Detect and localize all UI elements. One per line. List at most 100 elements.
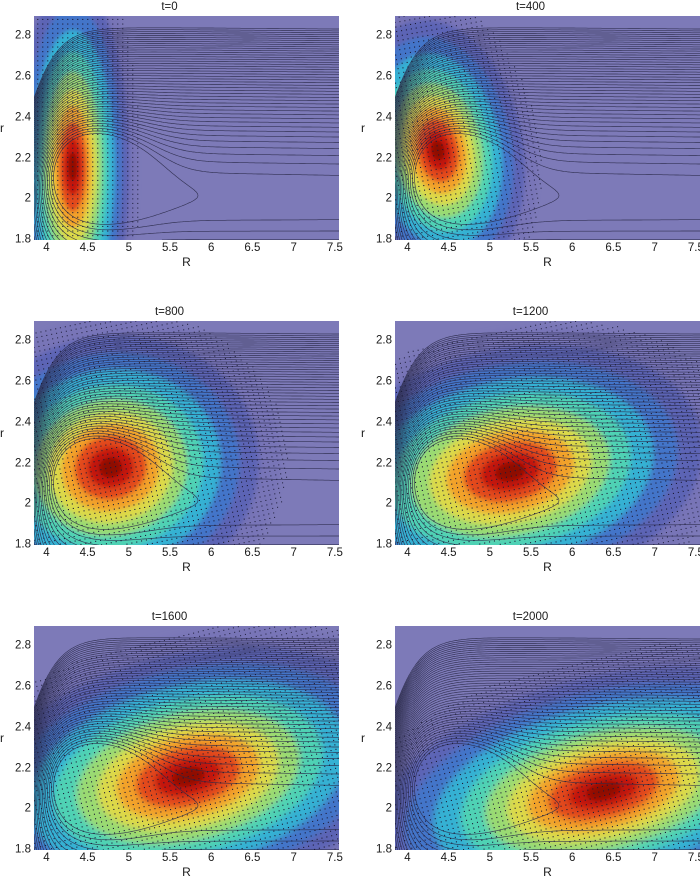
contour-lines — [34, 637, 339, 850]
panel-title: t=0 — [161, 1, 178, 13]
y-tick-label: 2 — [385, 192, 392, 205]
x-tick-label: 7.5 — [687, 547, 700, 559]
plot-area — [34, 626, 339, 850]
x-tick-label: 7 — [651, 852, 658, 864]
y-tick-label: 2.4 — [376, 111, 392, 124]
x-tick-label: 5 — [125, 242, 132, 254]
panel-title: t=800 — [154, 306, 185, 318]
y-tick-label: 2.6 — [15, 70, 31, 83]
x-tick-label: 7 — [290, 547, 297, 559]
x-tick-label: 5.5 — [162, 242, 178, 254]
stipple-markers — [395, 321, 700, 545]
x-tick-label: 5 — [125, 852, 132, 864]
x-tick-label: 4.5 — [440, 242, 457, 254]
contour-panel-4: t=1600 r 1.8 2 2.2 2.4 2.6 2.8 4 4.5 5 5.5 6 6.5 7 7.5… — [0, 610, 343, 882]
y-tick-label: 2 — [24, 802, 31, 815]
x-tick-label: 7.5 — [326, 242, 343, 254]
x-tick-label: 5.5 — [162, 852, 178, 864]
y-tick-label: 2.2 — [15, 457, 31, 469]
contour-lines — [34, 27, 339, 240]
x-tick-label: 7.5 — [687, 852, 700, 864]
x-tick-label: 6 — [207, 547, 215, 559]
x-axis-ticks: 4 4.5 5 5.5 6 6.5 7 7.5 — [34, 852, 343, 866]
x-tick-label: 6.5 — [605, 547, 622, 559]
x-tick-label: 5 — [486, 547, 493, 559]
x-tick-label: 6 — [568, 547, 576, 559]
x-tick-label: 4 — [43, 852, 50, 864]
x-tick-label: 4.5 — [79, 242, 96, 254]
y-tick-label: 2.6 — [15, 680, 31, 693]
x-tick-label: 7 — [651, 242, 658, 254]
x-tick-label: 4.5 — [440, 547, 457, 559]
x-tick-label: 5 — [486, 852, 493, 864]
x-axis-label: R — [543, 255, 552, 269]
contour-panel-3: t=1200 r 1.8 2 2.2 2.4 2.6 2.8 4 4.5 5 5.5 6 6.5 7 7.5… — [361, 305, 700, 577]
x-tick-label: 6 — [207, 242, 215, 254]
x-tick-label: 5.5 — [523, 242, 539, 254]
x-axis-label: R — [182, 255, 191, 269]
y-tick-label: 1.8 — [376, 538, 392, 551]
y-axis-ticks: 1.8 2 2.2 2.4 2.6 2.8 — [0, 16, 31, 245]
y-tick-label: 1.8 — [376, 233, 392, 246]
x-tick-label: 4.5 — [79, 852, 96, 864]
y-tick-label: 1.8 — [15, 233, 31, 246]
plot-area — [34, 16, 339, 240]
panel-title: t=400 — [515, 1, 546, 13]
wavepacket-density — [395, 326, 700, 545]
y-tick-label: 2.8 — [376, 334, 392, 347]
y-tick-label: 2.2 — [376, 457, 392, 469]
y-tick-label: 2.6 — [376, 70, 392, 83]
y-tick-label: 2 — [385, 497, 392, 510]
x-tick-label: 6 — [568, 242, 576, 254]
y-tick-label: 2.8 — [15, 639, 31, 652]
y-axis-ticks: 1.8 2 2.2 2.4 2.6 2.8 — [361, 321, 392, 550]
y-axis-label-text: r — [361, 426, 365, 440]
y-tick-label: 2.8 — [376, 639, 392, 652]
y-tick-label: 2.2 — [376, 762, 392, 774]
y-tick-label: 2.2 — [376, 152, 392, 164]
contour-lines — [395, 637, 700, 850]
stipple-markers — [34, 626, 339, 850]
plot-area — [395, 321, 700, 545]
x-axis-ticks: 4 4.5 5 5.5 6 6.5 7 7.5 — [395, 852, 700, 866]
y-tick-label: 2.6 — [15, 375, 31, 388]
contour-panel-5: t=2000 r 1.8 2 2.2 2.4 2.6 2.8 4 4.5 5 5.5 6 6.5 7 7.5… — [361, 610, 700, 882]
y-axis-ticks: 1.8 2 2.2 2.4 2.6 2.8 — [0, 626, 31, 855]
y-tick-label: 2.8 — [376, 29, 392, 42]
stipple-markers — [34, 321, 289, 545]
wavepacket-density — [34, 16, 138, 240]
stipple-markers — [37, 18, 139, 237]
y-tick-label: 2.6 — [376, 375, 392, 388]
y-axis-label: r — [0, 16, 14, 240]
x-tick-label: 5 — [486, 242, 493, 254]
x-tick-label: 7.5 — [687, 242, 700, 254]
x-tick-label: 6.5 — [605, 242, 622, 254]
x-axis-ticks: 4 4.5 5 5.5 6 6.5 7 7.5 — [395, 242, 700, 256]
y-axis-label: r — [0, 626, 14, 850]
y-axis-label: r — [0, 321, 14, 545]
x-tick-label: 7.5 — [326, 852, 343, 864]
contour-lines — [395, 332, 700, 545]
x-axis-label: R — [182, 865, 191, 879]
y-tick-label: 2 — [385, 802, 392, 815]
y-axis-label-text: r — [0, 731, 4, 745]
x-tick-label: 4 — [404, 852, 411, 864]
x-tick-label: 4 — [404, 547, 411, 559]
x-axis-label: R — [543, 865, 552, 879]
stipple-markers — [395, 643, 700, 850]
y-axis-label-text: r — [0, 121, 4, 135]
y-axis-label-text: r — [361, 731, 365, 745]
x-tick-label: 4 — [43, 242, 50, 254]
panel-title: t=1200 — [512, 306, 549, 318]
panel-title: t=1600 — [151, 611, 188, 623]
x-tick-label: 6 — [207, 852, 215, 864]
y-axis-label: r — [361, 16, 375, 240]
x-axis-ticks: 4 4.5 5 5.5 6 6.5 7 7.5 — [34, 547, 343, 561]
y-tick-label: 2.8 — [15, 334, 31, 347]
x-axis-label: R — [182, 560, 191, 574]
x-tick-label: 5.5 — [523, 547, 539, 559]
y-axis-label-text: r — [0, 426, 4, 440]
x-tick-label: 7 — [290, 242, 297, 254]
x-tick-label: 4.5 — [79, 547, 96, 559]
